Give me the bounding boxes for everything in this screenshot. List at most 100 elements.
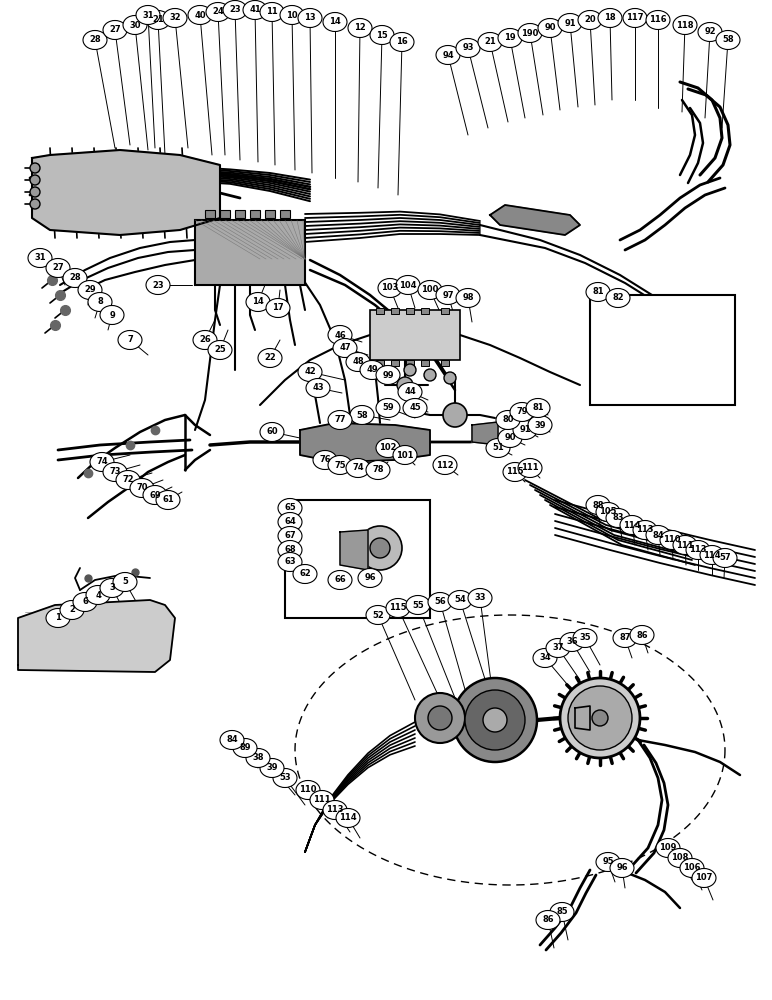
Ellipse shape — [60, 600, 84, 619]
Ellipse shape — [550, 902, 574, 922]
Ellipse shape — [278, 526, 302, 546]
Ellipse shape — [46, 608, 70, 628]
Ellipse shape — [646, 10, 670, 29]
Ellipse shape — [86, 585, 110, 604]
Ellipse shape — [336, 808, 360, 828]
Bar — [441, 308, 449, 314]
Ellipse shape — [376, 365, 400, 384]
Ellipse shape — [88, 292, 112, 312]
Text: 92: 92 — [704, 27, 716, 36]
Circle shape — [592, 710, 608, 726]
Text: 41: 41 — [249, 5, 261, 14]
Text: 74: 74 — [96, 458, 108, 466]
Ellipse shape — [673, 536, 697, 554]
Ellipse shape — [258, 349, 282, 367]
Text: 25: 25 — [214, 346, 226, 355]
Circle shape — [444, 372, 456, 384]
Ellipse shape — [83, 30, 107, 49]
Text: 117: 117 — [626, 13, 644, 22]
Text: 52: 52 — [372, 610, 384, 619]
Ellipse shape — [656, 838, 680, 857]
Text: 16: 16 — [396, 37, 408, 46]
Text: 27: 27 — [109, 25, 120, 34]
Text: 97: 97 — [442, 290, 454, 300]
Circle shape — [397, 377, 413, 393]
Text: 28: 28 — [90, 35, 101, 44]
Bar — [285, 500, 430, 618]
Text: 26: 26 — [199, 336, 211, 344]
Text: 110: 110 — [300, 786, 317, 794]
Text: 37: 37 — [552, 644, 564, 652]
Ellipse shape — [498, 28, 522, 47]
Ellipse shape — [586, 282, 610, 302]
Ellipse shape — [448, 590, 472, 609]
Ellipse shape — [143, 486, 167, 504]
Ellipse shape — [116, 471, 140, 489]
Text: 10: 10 — [286, 10, 298, 19]
Text: 23: 23 — [229, 5, 241, 14]
Ellipse shape — [498, 428, 522, 448]
Ellipse shape — [28, 248, 52, 267]
Ellipse shape — [278, 540, 302, 560]
Text: 107: 107 — [696, 874, 713, 882]
Ellipse shape — [63, 268, 87, 288]
Circle shape — [30, 175, 40, 185]
Ellipse shape — [130, 479, 154, 497]
Ellipse shape — [298, 362, 322, 381]
Bar — [391, 360, 399, 366]
Text: 113: 113 — [689, 546, 706, 554]
Ellipse shape — [223, 0, 247, 19]
Text: 45: 45 — [409, 403, 421, 412]
Text: 11: 11 — [266, 7, 278, 16]
Ellipse shape — [486, 438, 510, 458]
Ellipse shape — [366, 605, 390, 624]
Text: 116: 116 — [649, 15, 667, 24]
Ellipse shape — [376, 398, 400, 418]
Text: 114: 114 — [623, 520, 641, 530]
Ellipse shape — [156, 490, 180, 510]
Text: 81: 81 — [592, 288, 604, 296]
Text: 32: 32 — [169, 13, 181, 22]
Text: 88: 88 — [592, 500, 604, 510]
Text: 115: 115 — [506, 468, 524, 477]
Text: 69: 69 — [149, 490, 161, 499]
Text: 1: 1 — [55, 613, 61, 622]
Ellipse shape — [598, 8, 622, 27]
Text: 96: 96 — [616, 863, 628, 872]
Ellipse shape — [100, 578, 124, 597]
Text: 95: 95 — [602, 857, 614, 866]
Circle shape — [428, 706, 452, 730]
Text: 15: 15 — [376, 30, 388, 39]
Polygon shape — [300, 423, 430, 462]
Ellipse shape — [146, 10, 170, 29]
Ellipse shape — [310, 790, 334, 810]
Text: 22: 22 — [264, 354, 276, 362]
Ellipse shape — [323, 800, 347, 820]
Text: 33: 33 — [474, 593, 486, 602]
Ellipse shape — [528, 416, 552, 434]
Text: 83: 83 — [612, 514, 624, 522]
Text: 67: 67 — [284, 532, 296, 540]
Ellipse shape — [518, 23, 542, 42]
Text: 73: 73 — [110, 468, 120, 477]
Ellipse shape — [73, 592, 97, 611]
Bar — [376, 360, 384, 366]
Text: 111: 111 — [313, 796, 331, 804]
Bar — [370, 310, 460, 360]
Ellipse shape — [260, 758, 284, 778]
Ellipse shape — [206, 2, 230, 21]
Text: 36: 36 — [566, 638, 577, 647]
Text: 34: 34 — [539, 654, 550, 662]
Ellipse shape — [243, 0, 267, 19]
Ellipse shape — [680, 858, 704, 878]
Text: 109: 109 — [659, 844, 677, 852]
Ellipse shape — [390, 32, 414, 51]
Text: 19: 19 — [504, 33, 516, 42]
Ellipse shape — [613, 629, 637, 648]
Text: 101: 101 — [396, 450, 414, 460]
Polygon shape — [490, 205, 580, 235]
Text: 24: 24 — [212, 7, 224, 16]
Ellipse shape — [306, 378, 330, 397]
Text: 111: 111 — [521, 464, 539, 473]
Ellipse shape — [323, 12, 347, 31]
